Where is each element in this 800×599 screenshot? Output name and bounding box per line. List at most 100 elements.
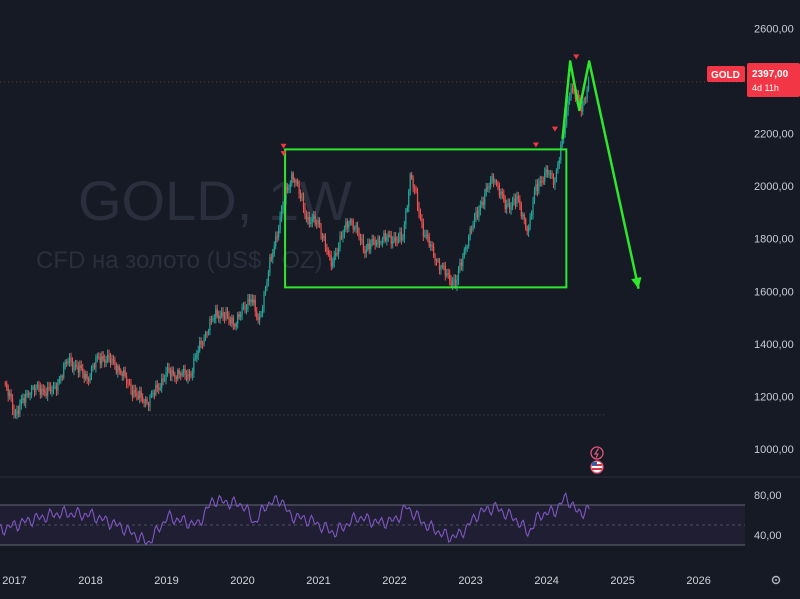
candle-body bbox=[402, 238, 404, 240]
candle-body bbox=[452, 282, 454, 286]
candle-body bbox=[552, 175, 555, 185]
candle-body bbox=[367, 243, 369, 250]
candle-body bbox=[336, 252, 338, 255]
projection-path[interactable] bbox=[561, 60, 640, 289]
candle-body bbox=[187, 374, 189, 380]
candle-body bbox=[373, 239, 375, 241]
watermark-description: CFD на золото (US$ / OZ) bbox=[36, 247, 323, 274]
candle-body bbox=[128, 383, 131, 385]
candle-body bbox=[247, 299, 249, 310]
price-tick-label: 1000,00 bbox=[754, 444, 794, 456]
candle-body bbox=[213, 318, 215, 320]
candle-body bbox=[345, 221, 347, 230]
candle-body bbox=[558, 160, 560, 164]
candle-body bbox=[207, 331, 210, 334]
candle-body bbox=[503, 193, 505, 200]
candle-body bbox=[218, 315, 220, 319]
candle-body bbox=[421, 219, 423, 224]
candle-body bbox=[142, 397, 144, 403]
candle-body bbox=[206, 332, 208, 334]
settings-gear-icon[interactable] bbox=[771, 575, 781, 585]
candle-body bbox=[266, 281, 268, 288]
candle-body bbox=[58, 378, 60, 383]
candle-body bbox=[232, 317, 234, 325]
candle-body bbox=[165, 371, 167, 380]
candle-body bbox=[9, 393, 11, 397]
candle-body bbox=[175, 377, 177, 380]
candle-body bbox=[383, 233, 385, 240]
candle-body bbox=[446, 273, 448, 276]
candle-body bbox=[225, 311, 227, 319]
candle-body bbox=[41, 388, 43, 395]
marker-icon[interactable] bbox=[280, 143, 287, 149]
candle-body bbox=[582, 102, 584, 112]
candle-body bbox=[240, 314, 242, 317]
last-price-badge: GOLD 2397,00 4d 11h bbox=[707, 63, 800, 97]
price-scale[interactable]: 1000,00 1200,00 1400,00 1600,00 1800,00 2000,… bbox=[754, 24, 794, 542]
candle-body bbox=[375, 242, 378, 246]
us-flag-icon[interactable] bbox=[590, 460, 604, 474]
candle-body bbox=[82, 368, 84, 374]
candle-body bbox=[174, 374, 176, 378]
candle-body bbox=[397, 237, 400, 242]
candle-body bbox=[354, 228, 356, 230]
candle-body bbox=[140, 391, 142, 398]
candle-body bbox=[23, 398, 25, 403]
candle-body bbox=[335, 252, 337, 256]
candle-body bbox=[378, 237, 381, 244]
badge-price-bg bbox=[747, 63, 800, 97]
candle-body bbox=[580, 105, 582, 112]
price-tick-label: 2600,00 bbox=[754, 24, 794, 36]
time-tick-label: 2022 bbox=[382, 575, 406, 587]
candle-body bbox=[412, 178, 414, 188]
candle-body bbox=[181, 372, 183, 376]
candle-body bbox=[310, 222, 312, 224]
candle-body bbox=[532, 200, 534, 215]
badge-price: 2397,00 bbox=[752, 69, 789, 80]
candle-body bbox=[469, 228, 471, 237]
candle-body bbox=[86, 373, 88, 379]
candle-body bbox=[365, 249, 367, 254]
candle-body bbox=[425, 234, 427, 236]
candle-body bbox=[416, 191, 419, 207]
candle-body bbox=[183, 368, 185, 373]
candle-body bbox=[507, 203, 509, 205]
candle-body bbox=[150, 393, 153, 397]
candle-body bbox=[355, 225, 357, 229]
candle-body bbox=[449, 274, 451, 281]
candle-body bbox=[64, 362, 66, 365]
candle-body bbox=[311, 218, 313, 223]
candle-body bbox=[202, 343, 204, 345]
candle-body bbox=[178, 370, 180, 375]
candle-body bbox=[454, 279, 457, 287]
candle-body bbox=[494, 180, 496, 183]
candle-body bbox=[39, 386, 41, 395]
candle-body bbox=[481, 201, 483, 206]
lightning-icon[interactable] bbox=[590, 446, 604, 460]
candle-body bbox=[49, 387, 52, 392]
price-pane[interactable] bbox=[0, 54, 800, 478]
candle-body bbox=[586, 88, 588, 99]
candle-body bbox=[472, 224, 474, 230]
event-markers[interactable] bbox=[590, 446, 604, 474]
time-scale[interactable]: 2017 2018 2019 2020 2021 2022 2023 2024 2025 2026 bbox=[2, 575, 711, 587]
candle-body bbox=[297, 181, 299, 184]
marker-icon[interactable] bbox=[551, 126, 558, 132]
candle-body bbox=[585, 98, 587, 100]
candle-body bbox=[495, 180, 498, 183]
marker-icon[interactable] bbox=[573, 54, 580, 60]
candle-body bbox=[282, 206, 284, 211]
candle-body bbox=[304, 207, 306, 216]
candle-body bbox=[168, 367, 170, 372]
rsi-tick-label: 80,00 bbox=[754, 490, 782, 502]
marker-icon[interactable] bbox=[532, 142, 539, 148]
marker-icon[interactable] bbox=[280, 151, 287, 157]
candle-body bbox=[525, 219, 527, 228]
consolidation-rectangle[interactable] bbox=[284, 148, 568, 289]
rsi-pane[interactable] bbox=[0, 491, 745, 546]
candle-body bbox=[180, 374, 182, 376]
candle-body bbox=[514, 198, 517, 205]
rsi-line[interactable] bbox=[0, 491, 590, 546]
